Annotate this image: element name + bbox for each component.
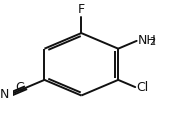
Text: C: C — [16, 81, 24, 94]
Text: Cl: Cl — [136, 81, 149, 94]
Text: F: F — [78, 3, 85, 16]
Text: NH: NH — [138, 34, 157, 47]
Text: N: N — [0, 88, 10, 101]
Text: 2: 2 — [150, 37, 156, 47]
